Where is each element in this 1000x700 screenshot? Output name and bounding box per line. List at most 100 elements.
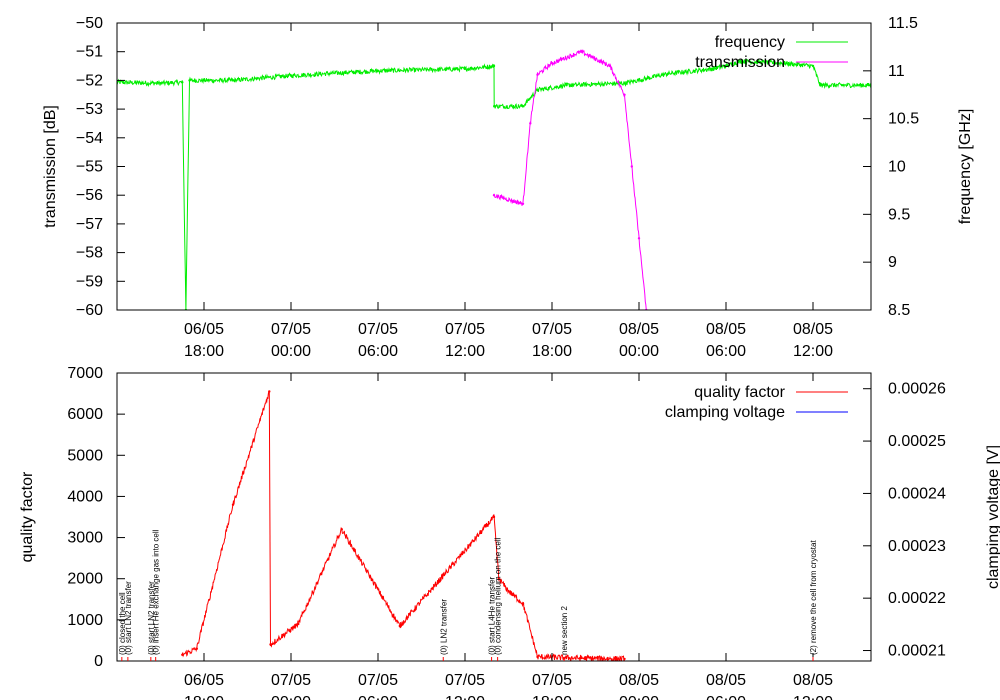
legend-label-clamping-voltage: clamping voltage — [665, 404, 785, 421]
data-point-transmission-5 — [579, 50, 583, 53]
y2-tick-label-1-5: 0.00021 — [888, 643, 946, 660]
data-layer — [117, 49, 871, 661]
y-tick-label-0-5: −55 — [76, 159, 103, 176]
data-point-frequency-20 — [811, 64, 815, 68]
data-point-quality-factor-3 — [268, 390, 271, 393]
y2-axis-label-0: frequency [GHz] — [957, 109, 974, 225]
data-point-transmission-9 — [637, 237, 641, 240]
text-layer: −50 −51 −52 −53 −54 −55 −56 −57 −58 −59 −60 11.5 11 1… — [19, 15, 1000, 700]
y-tick-label-0-2: −52 — [76, 72, 103, 89]
annotation-label-5: (0) start L4He transfer — [488, 576, 497, 655]
x-tick-label-date-1-4: 07/05 — [532, 672, 572, 689]
x-tick-label-date-1-1: 07/05 — [271, 672, 311, 689]
legend-label-quality-factor: quality factor — [694, 384, 785, 401]
y2-tick-label-0-3: 10 — [888, 159, 906, 176]
series-line-quality-factor — [181, 390, 625, 661]
data-point-transmission-2 — [529, 122, 532, 125]
x-tick-label-date-1-2: 07/05 — [358, 672, 398, 689]
annotation-label-4: (0) LN2 transfer — [439, 599, 448, 655]
data-point-quality-factor-2 — [231, 503, 235, 506]
y2-tick-label-1-1: 0.00025 — [888, 433, 946, 450]
x-tick-label-time-0-1: 00:00 — [271, 343, 311, 360]
legend-label-transmission: transmission — [695, 54, 785, 71]
y-tick-label-0-0: −50 — [76, 15, 103, 32]
data-point-frequency-8 — [463, 67, 467, 71]
x-tick-label-time-0-5: 00:00 — [619, 343, 659, 360]
y-tick-label-0-3: −53 — [76, 101, 103, 118]
y-axis-label-0: transmission [dB] — [42, 105, 59, 228]
y-tick-label-1-0: 7000 — [67, 365, 103, 382]
x-tick-label-time-1-4: 18:00 — [532, 694, 572, 700]
annotation-label-0: (0) closed the cell — [118, 592, 127, 655]
series-line-frequency — [117, 58, 871, 310]
data-point-transmission-7 — [623, 93, 626, 97]
y-tick-label-1-2: 5000 — [67, 447, 103, 464]
y-tick-label-0-1: −51 — [76, 44, 103, 61]
data-point-frequency-6 — [289, 74, 293, 77]
x-tick-label-date-1-5: 08/05 — [619, 672, 659, 689]
y-tick-label-0-7: −57 — [76, 216, 103, 233]
y-tick-label-1-5: 2000 — [67, 571, 103, 588]
data-point-quality-factor-9 — [497, 577, 500, 580]
y-tick-label-1-1: 6000 — [67, 406, 103, 423]
data-point-quality-factor-12 — [536, 655, 539, 659]
data-point-transmission-8 — [630, 165, 633, 168]
x-tick-label-time-0-0: 18:00 — [184, 343, 224, 360]
data-point-frequency-5 — [231, 79, 235, 82]
x-tick-label-date-0-1: 07/05 — [271, 321, 311, 338]
x-tick-label-time-1-5: 00:00 — [619, 694, 659, 700]
y-tick-label-0-8: −58 — [76, 245, 103, 262]
y2-tick-label-0-2: 10.5 — [888, 111, 919, 128]
data-point-frequency-18 — [739, 60, 742, 63]
x-tick-label-time-0-6: 06:00 — [706, 343, 746, 360]
y-axis-label-1: quality factor — [19, 471, 36, 562]
x-tick-label-date-1-6: 08/05 — [706, 672, 746, 689]
x-tick-label-date-0-4: 07/05 — [532, 321, 572, 338]
data-point-quality-factor-13 — [579, 656, 583, 660]
frame-layer — [116, 22, 872, 662]
x-tick-label-time-1-7: 12:00 — [793, 694, 833, 700]
y2-axis-label-1: clamping voltage [V] — [985, 445, 1000, 589]
x-tick-label-date-1-0: 06/05 — [184, 672, 224, 689]
data-point-quality-factor-5 — [297, 622, 300, 626]
annotation-label-7: new section 2 — [560, 606, 569, 655]
x-tick-label-date-0-6: 08/05 — [706, 321, 746, 338]
data-point-quality-factor-8 — [492, 515, 496, 519]
annotation-label-1: (0) start LN2 transfer — [124, 581, 133, 655]
data-point-transmission-1 — [521, 202, 525, 205]
series-line-transmission — [493, 49, 647, 310]
y2-tick-label-1-2: 0.00024 — [888, 485, 946, 502]
x-tick-label-time-0-4: 18:00 — [532, 343, 572, 360]
data-point-quality-factor-1 — [195, 647, 198, 650]
x-tick-label-date-0-2: 07/05 — [358, 321, 398, 338]
legend-label-frequency: frequency — [715, 34, 785, 51]
data-point-frequency-4 — [188, 79, 191, 82]
data-point-frequency-14 — [623, 82, 626, 85]
y-tick-label-0-9: −59 — [76, 273, 103, 290]
y2-tick-label-0-4: 9.5 — [888, 206, 910, 223]
y-tick-label-0-6: −56 — [76, 187, 103, 204]
x-tick-label-time-1-3: 12:00 — [445, 694, 485, 700]
data-point-quality-factor-7 — [398, 624, 401, 628]
data-point-quality-factor-0 — [181, 653, 184, 656]
data-point-frequency-1 — [159, 82, 162, 85]
data-point-frequency-16 — [710, 67, 713, 71]
y2-tick-label-0-1: 11 — [888, 63, 905, 80]
data-point-frequency-11 — [521, 105, 525, 108]
data-point-quality-factor-10 — [507, 589, 510, 593]
data-point-transmission-0 — [492, 194, 496, 197]
x-tick-label-time-1-0: 18:00 — [184, 694, 224, 700]
annotation-label-2: (0) start LN2 transfer — [147, 581, 156, 655]
x-tick-label-date-0-0: 06/05 — [184, 321, 224, 338]
x-tick-label-date-0-7: 08/05 — [793, 321, 833, 338]
data-point-frequency-9 — [492, 64, 496, 68]
y-tick-label-0-4: −54 — [76, 130, 103, 147]
y2-tick-label-0-0: 11.5 — [888, 15, 918, 32]
x-tick-label-time-0-2: 06:00 — [358, 343, 398, 360]
x-tick-label-date-0-3: 07/05 — [445, 321, 485, 338]
x-tick-label-time-1-2: 06:00 — [358, 694, 398, 700]
data-point-frequency-2 — [181, 81, 184, 84]
data-point-quality-factor-11 — [521, 602, 525, 605]
x-tick-label-date-1-3: 07/05 — [445, 672, 485, 689]
